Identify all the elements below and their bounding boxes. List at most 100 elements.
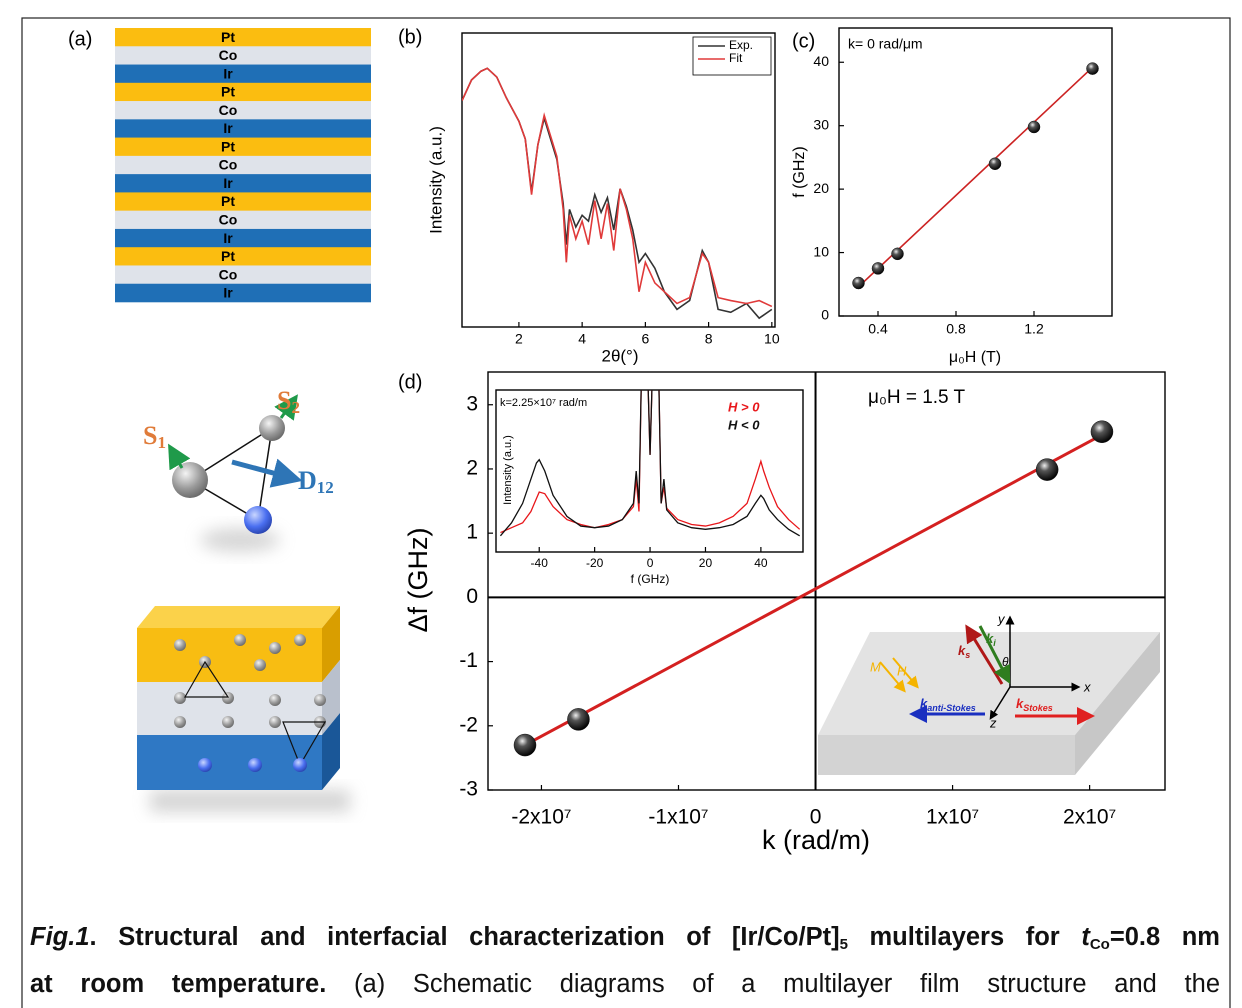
data-point bbox=[1086, 62, 1099, 75]
x-tick-label: 4 bbox=[578, 331, 586, 347]
data-point bbox=[567, 708, 590, 731]
layer bbox=[115, 64, 371, 84]
layer bbox=[115, 137, 371, 157]
x-axis-title: f (GHz) bbox=[631, 572, 670, 586]
plot-area bbox=[499, 390, 801, 537]
annotation: k= 0 rad/μm bbox=[848, 36, 923, 52]
figure-border bbox=[21, 17, 1231, 1008]
x-tick-label: 40 bbox=[754, 556, 768, 570]
layer-label: Pt bbox=[221, 84, 235, 100]
ki-label: ki bbox=[986, 631, 996, 648]
k-anti-stokes-label: k bbox=[920, 696, 928, 711]
x-tick-label: -1x10⁷ bbox=[648, 806, 708, 829]
x-tick-label: 10 bbox=[764, 331, 780, 347]
x-axis-title: μ₀H (T) bbox=[949, 349, 1001, 366]
series-line bbox=[499, 390, 801, 537]
x-tick-label: 0 bbox=[647, 556, 654, 570]
ki-label: k bbox=[986, 631, 994, 646]
dmi-subscript: 12 bbox=[317, 478, 334, 497]
dmi-sketch: S1 S2 D12 bbox=[143, 386, 334, 552]
data-point bbox=[1035, 458, 1059, 481]
x-tick-label: -20 bbox=[586, 556, 604, 570]
figure-caption: Fig.1. Structural and interfacial charac… bbox=[30, 914, 1220, 1008]
chart-panel: (c) 0.4 0.8 1.2 0 10 20 30 40 μ₀H (T) f (GHz) k= 0 … bbox=[791, 27, 1113, 366]
layer bbox=[115, 228, 371, 248]
y-tick-label: 0 bbox=[466, 585, 478, 608]
layer-stack: Pt Co Ir Pt Co Ir Pt Co Ir Pt Co Ir Pt Co Ir bbox=[115, 28, 371, 303]
layer-label: Ir bbox=[223, 175, 233, 191]
data-point bbox=[852, 276, 865, 290]
k-anti-stokes-label: kanti-Stokes bbox=[920, 696, 976, 713]
data-point bbox=[1027, 120, 1041, 134]
fit-line bbox=[524, 429, 1111, 747]
layer bbox=[115, 101, 371, 120]
y-axis-label: y bbox=[997, 611, 1006, 626]
caption-text: (a) Schematic diagrams of a multilayer f… bbox=[326, 970, 1220, 998]
layer-label: Pt bbox=[221, 29, 235, 45]
layer bbox=[115, 210, 371, 230]
y-axis-title: Δf (GHz) bbox=[403, 527, 433, 632]
caption-title: t bbox=[1081, 923, 1090, 951]
block-sketch bbox=[137, 606, 350, 812]
caption-title: =0.8 nm bbox=[1109, 923, 1220, 951]
spin-subscript: 1 bbox=[157, 433, 166, 452]
spin-label: S bbox=[277, 386, 291, 415]
x-tick-label: 6 bbox=[641, 331, 649, 347]
layer-label: Ir bbox=[223, 230, 233, 246]
data-point bbox=[871, 262, 885, 275]
layer-label: Ir bbox=[223, 65, 233, 81]
layer-label: Co bbox=[219, 102, 238, 118]
legend-label: H > 0 bbox=[728, 399, 760, 414]
x-tick-label: 0.4 bbox=[868, 321, 888, 337]
x-tick-label: 1.2 bbox=[1024, 321, 1044, 337]
caption-title: multilayers for bbox=[847, 923, 1082, 951]
scattering-sketch: M H ki ks θ y x z kanti-Stokes kStokes bbox=[818, 611, 1160, 775]
x-tick-label: -2x10⁷ bbox=[511, 806, 571, 829]
y-tick-label: 2 bbox=[466, 457, 478, 480]
k-stokes-label: k bbox=[1016, 696, 1024, 711]
legend-label: Fit bbox=[729, 51, 743, 65]
layer-label: Ir bbox=[223, 285, 233, 301]
chart-panel: -40 -20 0 20 40 f (GHz) Intensity (a.u.) k=2.25… bbox=[495, 389, 804, 586]
caption-subscript: Co bbox=[1089, 936, 1110, 953]
layer bbox=[115, 265, 371, 285]
field-label: H bbox=[897, 663, 907, 678]
k-stokes-label: kStokes bbox=[1016, 696, 1053, 713]
y-tick-label: -2 bbox=[459, 713, 478, 736]
y-tick-label: 10 bbox=[813, 243, 829, 259]
ks-label: k bbox=[958, 643, 966, 658]
series-line bbox=[462, 67, 773, 320]
ks-label: ks bbox=[958, 643, 970, 660]
layer bbox=[115, 82, 371, 102]
layer-label: Ir bbox=[223, 120, 233, 136]
chart-panel: (d) -2x10⁷ -1x10⁷ 0 1x10⁷ 2x10⁷ -3 -2 -1 0 1 2 3 k (r… bbox=[398, 371, 1166, 855]
x-axis-title: 2θ(°) bbox=[601, 346, 638, 365]
spin-label: S1 bbox=[143, 421, 166, 452]
y-tick-label: 1 bbox=[466, 521, 478, 544]
layer bbox=[115, 192, 371, 211]
x-tick-label: 0 bbox=[810, 806, 822, 829]
y-tick-label: 0 bbox=[821, 307, 829, 323]
data-point bbox=[513, 733, 537, 757]
data-point bbox=[891, 247, 904, 261]
x-tick-label: 2x10⁷ bbox=[1063, 806, 1116, 829]
y-tick-label: 3 bbox=[466, 392, 478, 415]
ki-subscript: i bbox=[993, 638, 996, 648]
layer-label: Co bbox=[219, 47, 238, 63]
spin-label: S2 bbox=[277, 386, 300, 417]
dmi-label: D bbox=[298, 466, 317, 495]
layer bbox=[115, 247, 371, 266]
spin-label: S bbox=[143, 421, 157, 450]
k-anti-stokes-subscript: anti-Stokes bbox=[927, 703, 976, 713]
plot-area bbox=[524, 429, 1111, 747]
caption-label: . bbox=[89, 923, 97, 951]
y-tick-label: 30 bbox=[813, 116, 829, 132]
dmi-label: D12 bbox=[298, 466, 334, 497]
y-tick-label: 20 bbox=[813, 180, 829, 196]
layer-label: Pt bbox=[221, 193, 235, 209]
magnetization-label: M bbox=[870, 659, 881, 674]
panel-label: (c) bbox=[792, 30, 815, 52]
layer bbox=[115, 28, 371, 47]
